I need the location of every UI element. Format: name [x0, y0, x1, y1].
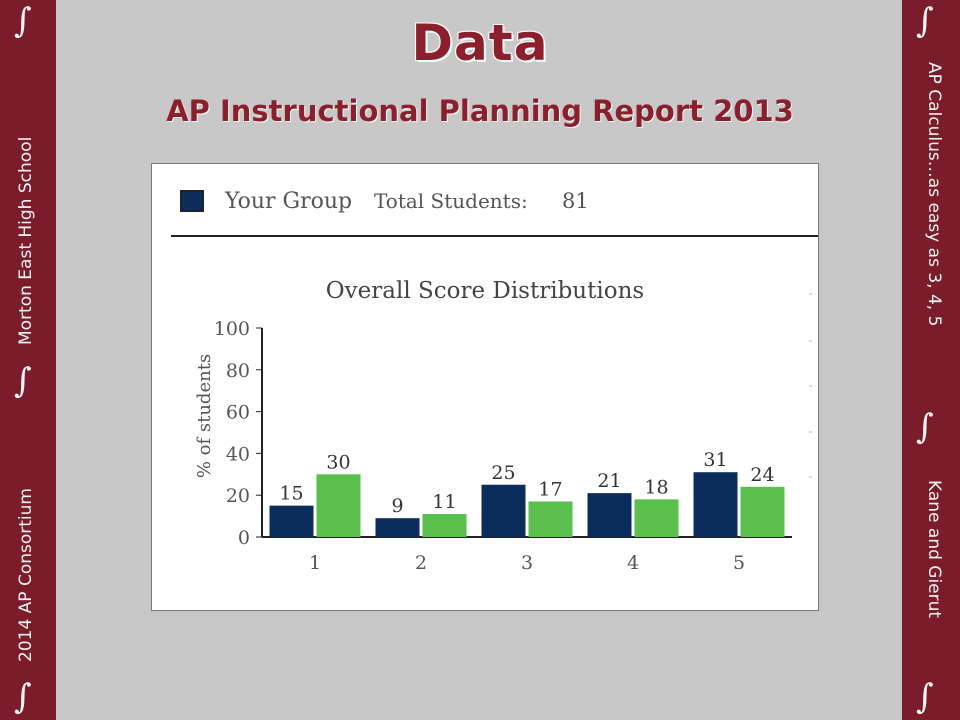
bar-your-group — [587, 493, 632, 537]
integral-symbol-mid-left: ∫ — [14, 361, 32, 401]
bar-your-group — [693, 472, 738, 537]
x-tick-label: 2 — [415, 552, 427, 574]
bar-your-group — [481, 484, 526, 537]
y-tick-label: 100 — [214, 318, 250, 340]
bar-value-label: 9 — [391, 495, 403, 517]
bar-value-label: 18 — [644, 476, 668, 498]
bar-value-label: 25 — [491, 462, 515, 484]
bar-value-label: 11 — [432, 491, 456, 513]
right-sidebar-authors: Kane and Gierut — [924, 480, 944, 619]
total-students-label: Total Students: — [374, 189, 528, 213]
x-tick-label: 1 — [309, 552, 321, 574]
report-panel: Your Group Total Students: 81 Overall Sc… — [151, 163, 819, 611]
left-sidebar: ∫ Morton East High School ∫ 2014 AP Cons… — [0, 0, 56, 720]
chart-title: Overall Score Distributions — [326, 278, 644, 304]
faint-right-ticks — [809, 293, 812, 478]
right-sidebar: ∫ AP Calculus…as easy as 3, 4, 5 ∫ Kane … — [902, 0, 960, 720]
x-tick-label: 3 — [521, 552, 533, 574]
bar-value-label: 15 — [279, 483, 303, 505]
bar-value-label: 24 — [750, 464, 774, 486]
left-sidebar-consortium: 2014 AP Consortium — [16, 488, 36, 662]
integral-symbol-bottom-left: ∫ — [14, 677, 32, 717]
y-tick-label: 0 — [238, 527, 250, 549]
score-distribution-chart: Your Group Total Students: 81 Overall Sc… — [171, 189, 818, 574]
slide-subtitle: AP Instructional Planning Report 2013 — [166, 94, 794, 128]
left-sidebar-school: Morton East High School — [16, 136, 36, 345]
slide-title: Data — [411, 14, 549, 72]
integral-symbol-mid-right: ∫ — [916, 407, 934, 447]
integral-symbol-top-left: ∫ — [14, 1, 32, 41]
y-axis-label: % of students — [194, 354, 215, 478]
y-ticks: 0 20 40 60 80 100 — [214, 318, 262, 549]
y-tick-label: 80 — [226, 360, 250, 382]
total-students-value: 81 — [562, 189, 589, 213]
bar-value-label: 31 — [703, 449, 727, 471]
integral-symbol-bottom-right: ∫ — [916, 677, 934, 717]
y-tick-label: 40 — [226, 443, 250, 465]
bar-comparison — [740, 486, 785, 537]
bar-value-label: 17 — [538, 478, 562, 500]
bar-comparison — [634, 499, 679, 537]
legend-label-your-group: Your Group — [224, 189, 352, 214]
y-tick-label: 60 — [226, 402, 250, 424]
bars: 15 30 9 11 25 17 21 18 31 24 — [269, 449, 785, 537]
bar-comparison — [422, 514, 467, 537]
y-tick-label: 20 — [226, 485, 250, 507]
bar-value-label: 30 — [326, 451, 350, 473]
bar-comparison — [528, 501, 573, 537]
bar-your-group — [269, 505, 314, 537]
bar-value-label: 21 — [597, 470, 621, 492]
bar-comparison — [316, 474, 361, 537]
legend-swatch-your-group — [180, 190, 204, 212]
x-tick-label: 4 — [627, 552, 639, 574]
x-ticks: 1 2 3 4 5 — [309, 552, 745, 574]
bar-your-group — [375, 518, 420, 537]
integral-symbol-top-right: ∫ — [916, 1, 934, 41]
x-tick-label: 5 — [733, 552, 745, 574]
